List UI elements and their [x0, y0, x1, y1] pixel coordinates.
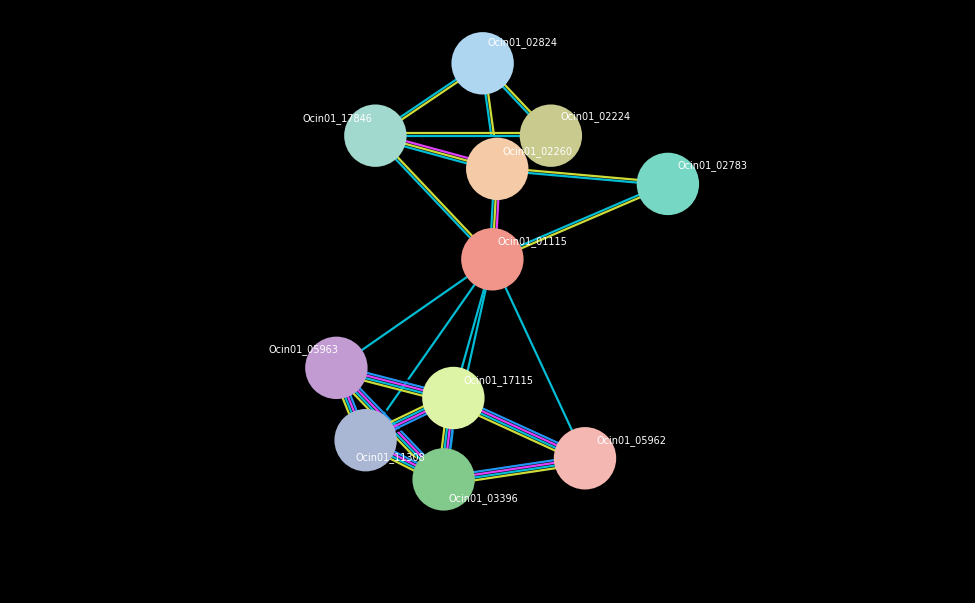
- Ellipse shape: [422, 367, 485, 429]
- Text: Ocin01_17115: Ocin01_17115: [463, 375, 533, 386]
- Text: Ocin01_05963: Ocin01_05963: [268, 344, 338, 355]
- Text: Ocin01_02260: Ocin01_02260: [502, 146, 572, 157]
- Ellipse shape: [554, 427, 616, 490]
- Ellipse shape: [637, 153, 699, 215]
- Text: Ocin01_02824: Ocin01_02824: [488, 37, 558, 48]
- Text: Ocin01_02783: Ocin01_02783: [678, 160, 748, 171]
- Ellipse shape: [334, 409, 397, 472]
- Ellipse shape: [451, 32, 514, 95]
- Text: Ocin01_01115: Ocin01_01115: [497, 236, 567, 247]
- Text: Ocin01_11308: Ocin01_11308: [356, 452, 426, 463]
- Ellipse shape: [466, 137, 528, 200]
- Ellipse shape: [412, 448, 475, 511]
- Text: Ocin01_05962: Ocin01_05962: [597, 435, 667, 446]
- Ellipse shape: [305, 336, 368, 399]
- Text: Ocin01_03396: Ocin01_03396: [448, 493, 519, 504]
- Text: Ocin01_17846: Ocin01_17846: [302, 113, 372, 124]
- Ellipse shape: [461, 228, 524, 291]
- Ellipse shape: [344, 104, 407, 167]
- Text: Ocin01_02224: Ocin01_02224: [561, 112, 631, 122]
- Ellipse shape: [520, 104, 582, 167]
